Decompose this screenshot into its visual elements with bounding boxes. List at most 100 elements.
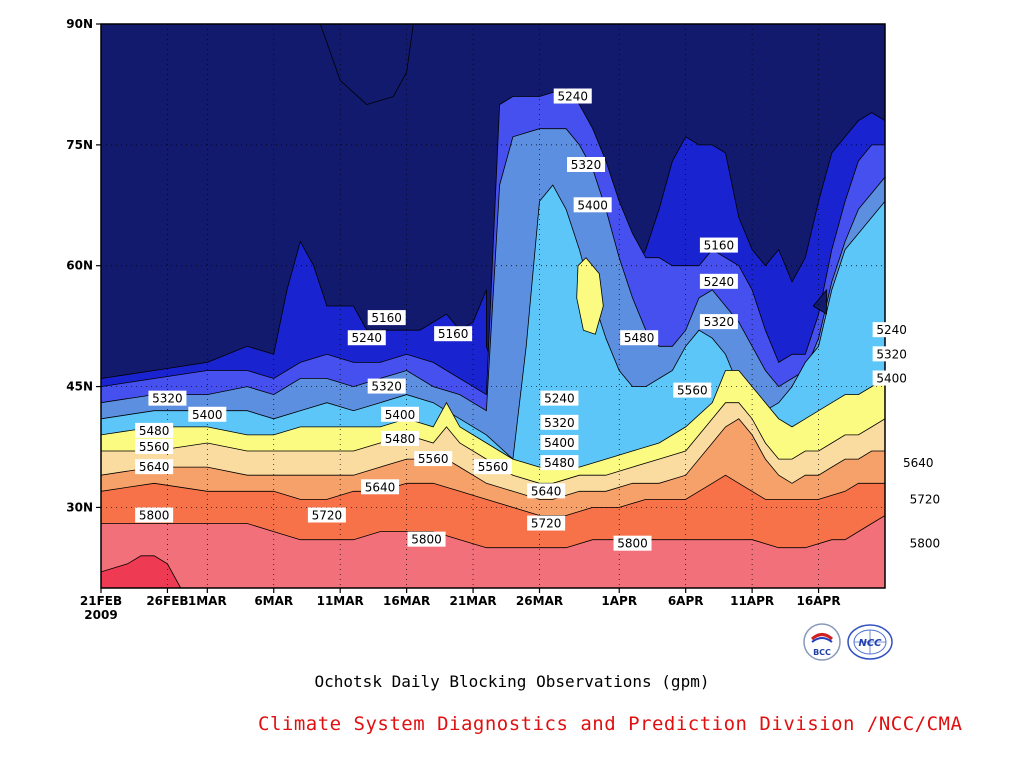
ncc-logo: NCC [847,624,893,660]
contour-label-text: 5720 [531,517,562,531]
contour-label: 5320 [148,390,187,406]
contour-label-box [613,535,652,551]
contour-label-text: 5800 [411,533,442,547]
contour-label-box [553,88,592,104]
contour-label: 5480 [540,455,579,471]
contour-label-box [872,322,911,338]
contour-label: 5800 [905,535,944,551]
contour-island-small [812,288,827,315]
contour-label-text: 5320 [544,416,575,430]
contour-label: 5720 [307,507,346,523]
contour-label-box [899,455,938,471]
contour-label-box [872,346,911,362]
x-tick-label: 11APR [730,594,774,608]
contour-label-box [699,273,738,289]
contour-label: 5160 [699,237,738,253]
contour-label-box [673,382,712,398]
y-tick-label: 60N [66,259,93,273]
contour-label: 5720 [527,515,566,531]
contour-label-text: 5160 [704,239,735,253]
contour-label: 5400 [380,406,419,422]
contour-label: 5320 [367,378,406,394]
contour-label-text: 5480 [544,456,575,470]
contour-label-text: 5400 [577,198,608,212]
contour-label: 5160 [434,326,473,342]
contour-label-text: 5320 [152,392,183,406]
contour-label: 5560 [414,451,453,467]
contour-label-box [367,310,406,326]
contour-label-box [135,422,174,438]
contour-label: 5240 [347,330,386,346]
credit-line: Climate System Diagnostics and Predictio… [258,713,963,735]
contour-label-box [367,378,406,394]
x-tick-label: 16MAR [383,594,430,608]
contour-label-box [872,370,911,386]
contour-label: 5240 [553,88,592,104]
contour-label: 5240 [540,390,579,406]
contour-label-text: 5320 [704,315,735,329]
contour-label: 5800 [613,535,652,551]
contour-label-text: 5800 [139,508,170,522]
x-tick-label: 26MAR [516,594,563,608]
contour-label: 5560 [474,459,512,475]
contour-label-text: 5240 [704,275,735,289]
x-tick-label: 1MAR [188,594,227,608]
ncc-logo-text: NCC [858,638,882,649]
contour-label-box [380,406,419,422]
contour-bands [101,88,885,588]
contour-label-box [307,507,346,523]
contour-label-box [905,491,944,507]
y-axis: 30N 45N 60N 75N 90N [66,17,101,514]
contour-label: 5480 [135,422,174,438]
contour-label-box [620,330,659,346]
contour-label-box [527,483,566,499]
contour-label-text: 5400 [876,372,907,386]
contour-label-box [527,515,566,531]
contour-label-text: 5720 [910,492,941,506]
x-tick-label: 21FEB [80,594,122,608]
contour-label: 5400 [188,406,227,422]
contour-label: 5320 [540,414,579,430]
contour-label-box [361,479,400,495]
contour-label-text: 5560 [418,452,449,466]
contour-label-box [540,455,579,471]
contour-label-text: 5640 [365,480,396,494]
contour-label-box [414,451,453,467]
contour-label: 5640 [527,483,566,499]
contour-label-text: 5480 [139,424,170,438]
contour-label-text: 5400 [192,408,223,422]
contour-label-text: 5720 [312,508,343,522]
contour-band-gt5880 [101,555,188,588]
contour-label: 5320 [872,346,911,362]
contour-label: 5240 [872,322,911,338]
contour-label-text: 5640 [531,484,562,498]
x-tick-label: 6APR [668,594,704,608]
contour-label: 5240 [699,273,738,289]
contour-island-lt5160 [319,24,414,106]
contour-label: 5400 [540,434,579,450]
x-tick-label: 11MAR [317,594,364,608]
contour-island-5480 [576,257,604,335]
bcc-logo-text: BCC [813,648,831,657]
contour-label-text: 5800 [910,537,941,551]
contour-label-box [135,507,174,523]
contour-label-text: 5240 [876,323,907,337]
y-tick-label: 30N [66,500,93,514]
contour-label-text: 5320 [371,380,402,394]
contour-label: 5400 [573,197,612,213]
contour-label-text: 5240 [351,331,382,345]
x-axis: 21FEB 26FEB 1MAR 6MAR 11MAR 16MAR 21MAR 26MAR 1A… [80,588,841,622]
contour-label-text: 5560 [478,460,509,474]
contour-label-box [188,406,227,422]
contour-label-text: 5320 [571,158,602,172]
contour-label: 5320 [699,314,738,330]
x-tick-label: 6MAR [254,594,293,608]
contour-label-text: 5560 [139,440,170,454]
y-tick-label: 90N [66,17,93,31]
contour-label: 5400 [872,370,911,386]
contour-label-text: 5480 [385,432,416,446]
contour-label: 5320 [567,157,606,172]
contour-label: 5560 [135,439,174,454]
y-tick-label: 75N [66,138,93,152]
contour-label: 5640 [135,459,174,475]
